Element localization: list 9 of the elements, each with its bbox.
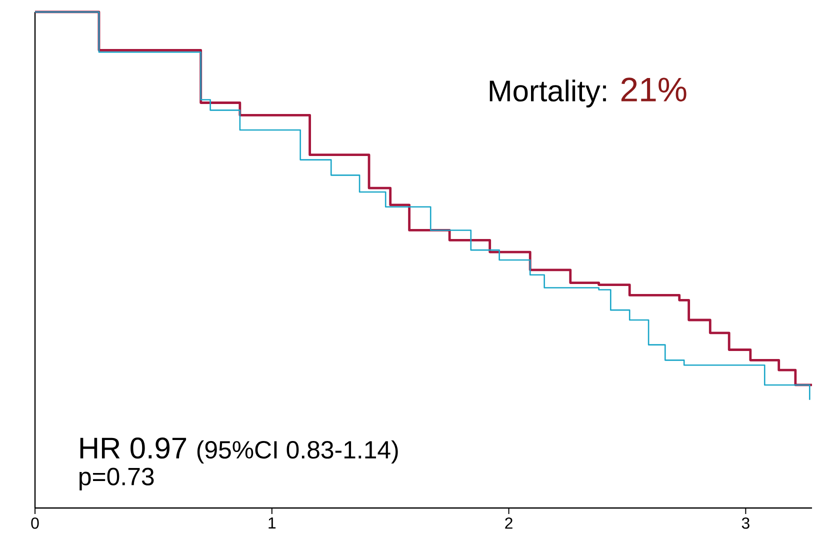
annotation: 21% — [621, 78, 686, 102]
x-tick-label: 1 — [268, 518, 276, 528]
annotation: HR 0.97 — [80, 438, 186, 459]
x-tick-label: 0 — [31, 518, 39, 529]
annotation: (95%CI 0.83-1.14) — [197, 440, 398, 464]
x-tick-label: 3 — [742, 518, 750, 529]
annotation: p=0.73 — [80, 468, 154, 490]
annotation: Mortality: — [490, 80, 606, 108]
x-tick-label: 2 — [505, 518, 512, 529]
